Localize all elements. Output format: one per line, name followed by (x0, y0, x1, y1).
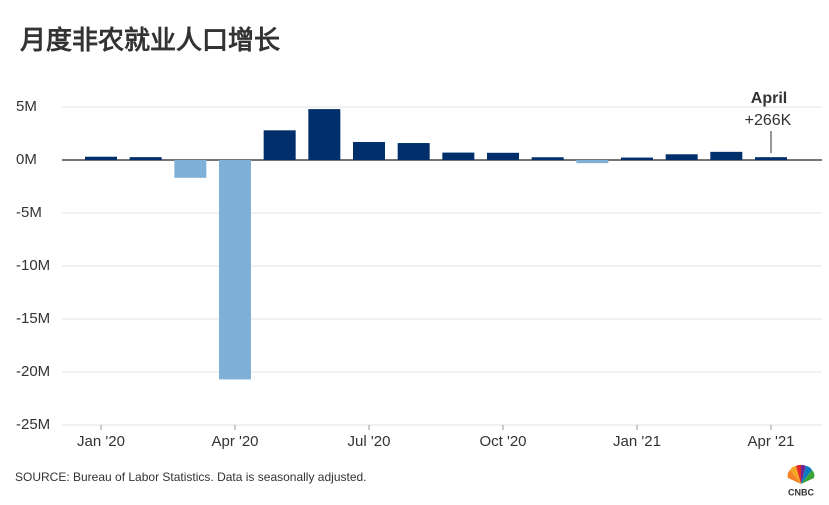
logo-text: CNBC (788, 487, 814, 497)
bar (755, 157, 787, 160)
y-tick-label: -20M (16, 363, 50, 380)
bar (353, 141, 385, 160)
bar (665, 154, 698, 160)
bar (621, 157, 653, 160)
x-tick-label: Apr '20 (211, 433, 258, 450)
bar (576, 160, 609, 164)
bar (263, 130, 296, 160)
bar (129, 157, 162, 160)
y-tick-label: 5M (16, 98, 37, 115)
x-tick-label: Jan '20 (77, 433, 125, 450)
x-tick-label: Jul '20 (348, 433, 391, 450)
x-tick-label: Oct '20 (479, 433, 526, 450)
bar (174, 160, 207, 178)
y-tick-label: 0M (16, 151, 37, 168)
y-tick-label: -25M (16, 416, 50, 433)
chart-title: 月度非农就业人口增长 (19, 25, 281, 55)
y-tick-label: -10M (16, 257, 50, 274)
logo-icon (787, 464, 815, 484)
bar (85, 156, 117, 160)
bar (710, 151, 743, 160)
annotation-text: +266K (745, 112, 792, 129)
x-tick-label: Jan '21 (613, 433, 661, 450)
source-note: SOURCE: Bureau of Labor Statistics. Data… (15, 470, 367, 484)
x-tick-label: Apr '21 (747, 433, 794, 450)
bar (397, 143, 430, 160)
y-tick-label: -5M (16, 204, 42, 221)
annotation-title: April (751, 90, 787, 107)
bar (487, 152, 519, 160)
y-tick-label: -15M (16, 310, 50, 327)
bar (219, 160, 251, 380)
bar (308, 109, 341, 160)
bar (531, 157, 564, 160)
bar (442, 152, 475, 160)
